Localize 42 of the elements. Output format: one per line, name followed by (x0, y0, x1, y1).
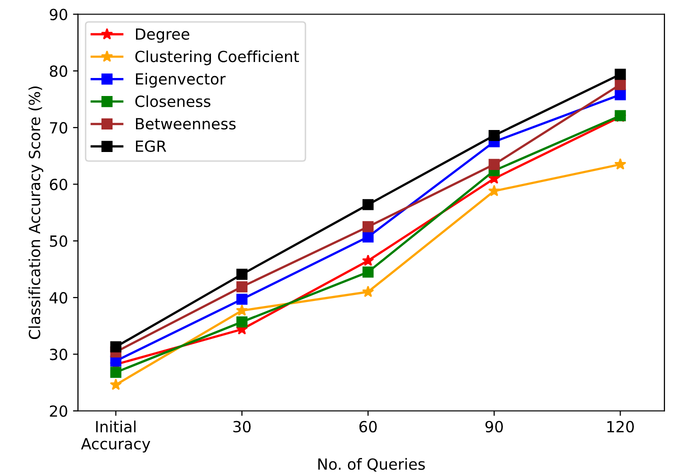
point (236, 316, 248, 328)
y-tick-label: 70 (50, 122, 68, 134)
point (362, 286, 374, 298)
y-tick-label: 20 (50, 405, 68, 417)
legend-label: Clustering Coefficient (135, 50, 299, 66)
point (362, 221, 374, 232)
point (236, 294, 248, 305)
point (110, 378, 122, 390)
y-tick-label: 80 (50, 65, 68, 77)
y-tick-label: 30 (50, 348, 68, 360)
point (110, 366, 122, 378)
x-tick-label: 120 (607, 420, 634, 432)
point (488, 158, 500, 170)
point (110, 341, 122, 352)
legend-label: Eigenvector (136, 72, 226, 88)
x-tick-label: 60 (359, 420, 377, 432)
point (488, 184, 500, 196)
point (236, 268, 248, 280)
legend-label: Closeness (135, 95, 210, 108)
legend-label: Degree (136, 28, 190, 43)
point (362, 231, 374, 242)
point (614, 158, 626, 170)
point (362, 199, 374, 210)
x-tick-label: 30 (233, 420, 251, 432)
x-axis-title: No. of Queries (318, 458, 425, 472)
point (488, 130, 500, 142)
y-tick-label: 60 (50, 178, 68, 190)
y-tick-label: 40 (50, 292, 68, 304)
x-tick-label: 90 (485, 420, 503, 432)
legend-label: Betweenness (136, 118, 236, 130)
y-tick-label: 50 (50, 235, 68, 247)
point (614, 89, 626, 100)
y-tick-label: 90 (50, 8, 68, 20)
point (614, 78, 626, 90)
x-tick-label: Initial Accuracy (81, 420, 150, 452)
point (614, 68, 626, 80)
legend-label: EGR (136, 140, 166, 152)
point (362, 266, 374, 278)
point (362, 254, 374, 266)
point (236, 304, 248, 316)
point (236, 281, 248, 292)
y-axis-title: Classification Accuracy Score (%) (28, 86, 44, 340)
